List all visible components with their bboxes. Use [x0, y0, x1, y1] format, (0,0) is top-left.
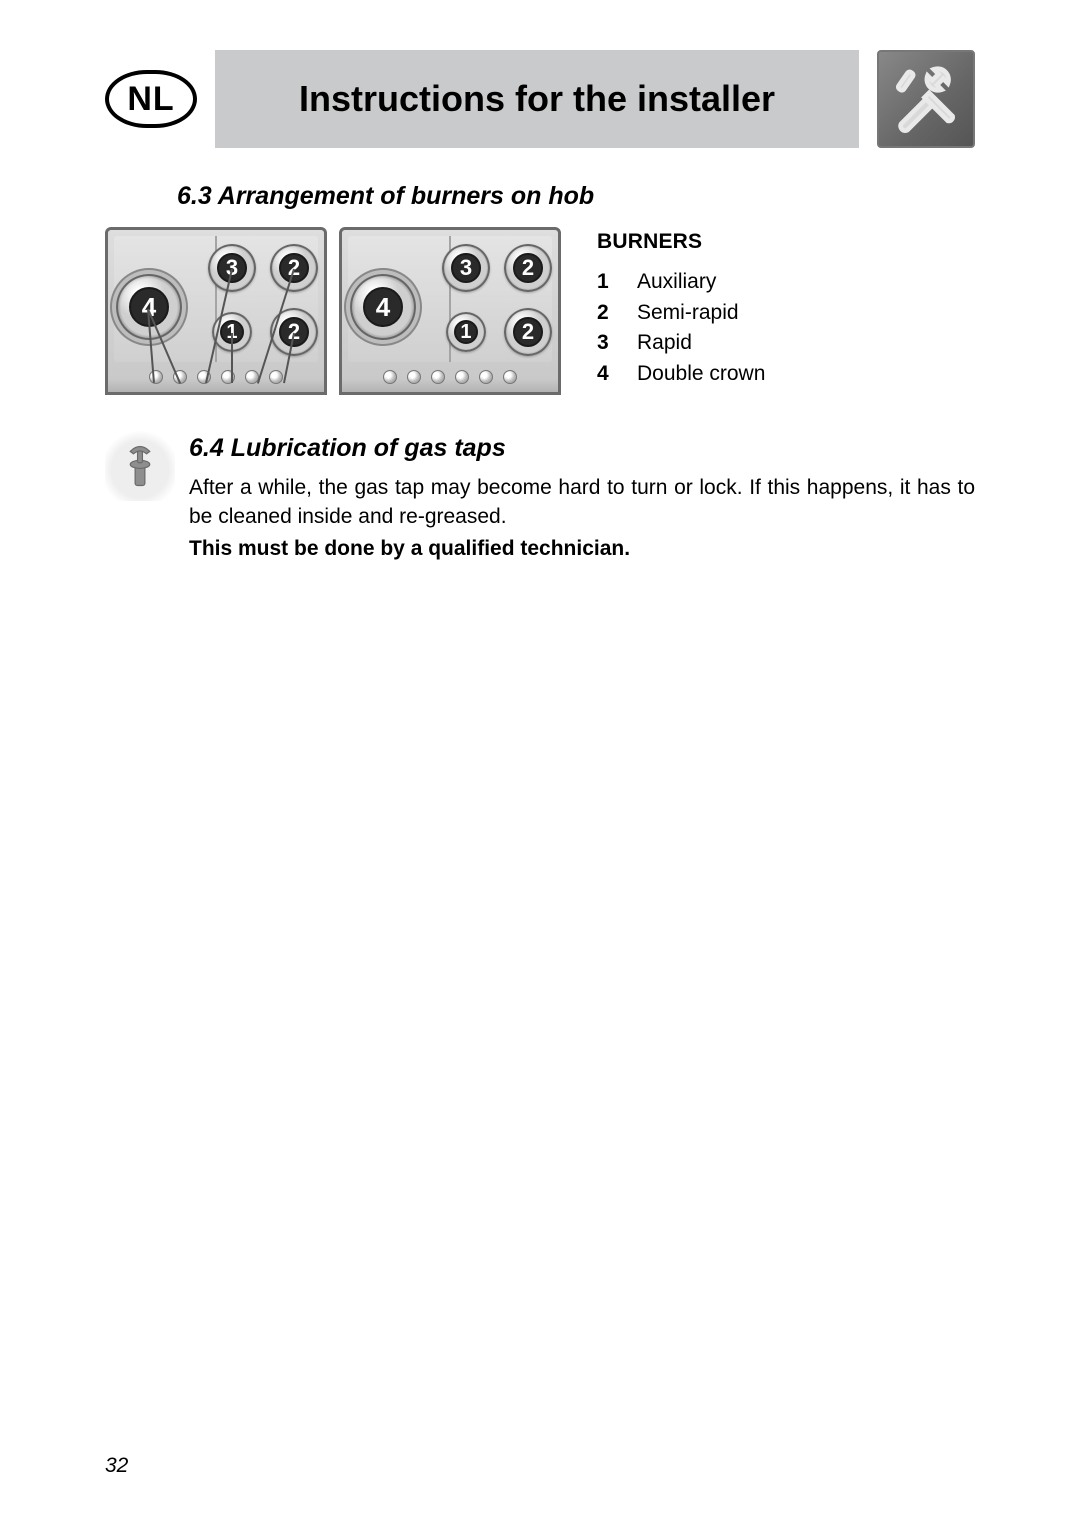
hob-diagram: 43212: [105, 227, 327, 395]
burners-legend-label: Rapid: [637, 328, 692, 358]
hob-knob-icon: [269, 370, 283, 384]
tools-icon-svg: [887, 60, 965, 138]
hob-knob-icon: [455, 370, 469, 384]
section-6-3-heading: 6.3 Arrangement of burners on hob: [177, 182, 975, 211]
burners-legend: BURNERS 1 Auxiliary 2 Semi-rapid 3 Rapid 4 Doub…: [597, 227, 975, 389]
burners-legend-label: Auxiliary: [637, 267, 716, 297]
hob-knob-icon: [383, 370, 397, 384]
burner-number: 2: [279, 253, 309, 283]
burners-legend-number: 4: [597, 359, 615, 389]
burner-number: 3: [451, 253, 481, 283]
burners-legend-row: 2 Semi-rapid: [597, 298, 975, 328]
burner-number: 1: [454, 320, 479, 345]
manual-page: NL Instructions for the installer 6.3 Ar…: [0, 0, 1080, 1533]
page-number: 32: [105, 1454, 128, 1478]
section-6-4: 6.4 Lubrication of gas taps After a whil…: [105, 431, 975, 564]
hob-diagram-pair: 4 3 2 1 2 4 3 2 1 2: [105, 227, 561, 395]
burner-marker: 2: [270, 244, 318, 292]
burner-lead-line: [231, 333, 233, 383]
language-badge: NL: [105, 70, 197, 128]
burners-legend-row: 1 Auxiliary: [597, 267, 975, 297]
hob-knob-icon: [149, 370, 163, 384]
burners-legend-title: BURNERS: [597, 227, 975, 257]
hob-knob-icon: [431, 370, 445, 384]
burners-legend-number: 3: [597, 328, 615, 358]
burner-number: 3: [217, 253, 247, 283]
burner-marker: 3: [208, 244, 256, 292]
wrench-screwdriver-icon: [877, 50, 975, 148]
burners-legend-label: Semi-rapid: [637, 298, 739, 328]
page-header: NL Instructions for the installer: [105, 50, 975, 148]
section-6-4-heading: 6.4 Lubrication of gas taps: [189, 431, 975, 467]
hob-knob-strip: [350, 366, 550, 388]
burner-marker: 2: [504, 308, 552, 356]
gas-tap-icon: [105, 431, 175, 501]
hob-diagram: 4 3 2 1 2: [339, 227, 561, 395]
section-6-4-warning: This must be done by a qualified technic…: [189, 534, 975, 564]
burners-legend-row: 4 Double crown: [597, 359, 975, 389]
burners-legend-number: 1: [597, 267, 615, 297]
section-6-4-body: After a while, the gas tap may become ha…: [189, 473, 975, 533]
section-6-4-text: 6.4 Lubrication of gas taps After a whil…: [189, 431, 975, 564]
burner-marker: 3: [442, 244, 490, 292]
burners-legend-number: 2: [597, 298, 615, 328]
hob-knob-icon: [479, 370, 493, 384]
burners-legend-items: 1 Auxiliary 2 Semi-rapid 3 Rapid 4 Double crown: [597, 267, 975, 389]
burner-number: 2: [279, 317, 309, 347]
hob-knob-icon: [407, 370, 421, 384]
burner-marker: 4: [350, 274, 416, 340]
burner-marker: 2: [504, 244, 552, 292]
burner-number: 2: [513, 253, 543, 283]
page-title: Instructions for the installer: [299, 78, 775, 120]
burner-marker: 1: [446, 312, 486, 352]
burner-number: 2: [513, 317, 543, 347]
burners-legend-row: 3 Rapid: [597, 328, 975, 358]
page-title-bar: Instructions for the installer: [215, 50, 859, 148]
burner-number: 4: [363, 287, 404, 328]
hob-knob-icon: [503, 370, 517, 384]
burners-legend-label: Double crown: [637, 359, 765, 389]
section-6-3-body: 43212 43212 BURNERS 1Auxiliary2Semi-rapi…: [105, 227, 975, 395]
